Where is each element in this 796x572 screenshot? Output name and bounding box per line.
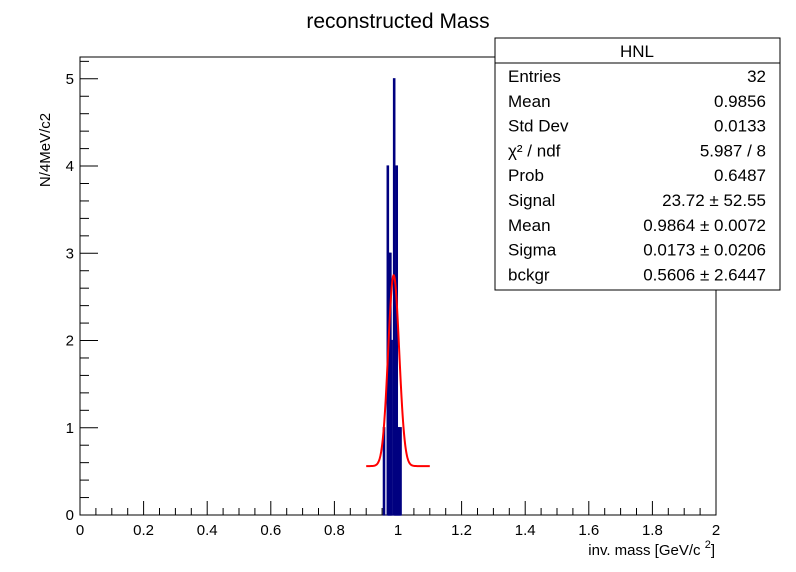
- stats-row: Sigma 0.0173 ± 0.0206: [508, 241, 766, 260]
- x-tick-label: 1.6: [578, 522, 599, 539]
- x-tick-label: 0.8: [324, 522, 345, 539]
- x-tick-label: 1: [394, 522, 402, 539]
- x-axis-label-sup: 2: [705, 539, 711, 551]
- stats-label: Entries: [508, 67, 561, 86]
- x-axis-label-close: ]: [711, 542, 715, 559]
- stats-row: Std Dev 0.0133: [508, 117, 766, 136]
- x-tick-label: 1.2: [451, 522, 472, 539]
- y-axis-label: N/4MeV/c2: [37, 113, 54, 187]
- stats-value: 23.72 ± 52.55: [662, 191, 766, 210]
- stats-value: 32: [747, 67, 766, 86]
- histogram-bar: [390, 339, 393, 516]
- stats-label: Std Dev: [508, 117, 569, 136]
- x-axis: 0 0.2 0.4 0.6 0.8 1 1.2 1.4 1.6 1.8 2: [76, 501, 720, 539]
- x-tick-label: 0: [76, 522, 84, 539]
- y-axis: 0 1 2 3 4 5: [66, 60, 98, 524]
- y-tick-label: 1: [66, 420, 74, 437]
- y-tick-label: 4: [66, 158, 74, 175]
- histogram: [382, 78, 402, 516]
- stats-value: 5.987 / 8: [700, 141, 766, 160]
- histogram-bar: [399, 427, 402, 516]
- stats-row: χ² / ndf 5.987 / 8: [508, 141, 766, 160]
- stats-row: Mean 0.9856: [508, 92, 766, 111]
- x-tick-label: 1.4: [515, 522, 536, 539]
- stats-value: 0.9864 ± 0.0072: [643, 216, 766, 235]
- stats-box: HNL Entries 32 Mean 0.9856 Std Dev 0.0133 χ² /…: [494, 37, 781, 291]
- y-tick-label: 5: [66, 71, 74, 88]
- stats-box-frame: [494, 37, 781, 291]
- fit-curve: [366, 274, 430, 468]
- stats-row: Prob 0.6487: [508, 166, 766, 185]
- x-tick-label: 0.2: [133, 522, 154, 539]
- stats-row: Signal 23.72 ± 52.55: [508, 191, 766, 210]
- stats-label: Sigma: [508, 241, 557, 260]
- stats-label: bckgr: [508, 265, 550, 284]
- stats-value: 0.0133: [714, 117, 766, 136]
- x-tick-label: 2: [712, 522, 720, 539]
- stats-row: bckgr 0.5606 ± 2.6447: [508, 265, 766, 284]
- stats-label: χ² / ndf: [508, 141, 561, 160]
- stats-label: Mean: [508, 216, 551, 235]
- stats-value: 0.5606 ± 2.6447: [643, 265, 766, 284]
- stats-row: Mean 0.9864 ± 0.0072: [508, 216, 766, 235]
- stats-value: 0.9856: [714, 92, 766, 111]
- x-tick-label: 0.6: [260, 522, 281, 539]
- y-tick-label: 2: [66, 333, 74, 350]
- stats-value: 0.6487: [714, 166, 766, 185]
- y-tick-label: 0: [66, 507, 74, 524]
- stats-label: Mean: [508, 92, 551, 111]
- y-tick-label: 3: [66, 245, 74, 262]
- stats-row: Entries 32: [508, 67, 766, 86]
- stats-value: 0.0173 ± 0.0206: [643, 241, 766, 260]
- chart-title: reconstructed Mass: [306, 10, 489, 33]
- x-axis-label: inv. mass [GeV/c 2]: [588, 539, 715, 559]
- x-tick-label: 0.4: [197, 522, 218, 539]
- stats-label: Signal: [508, 191, 555, 210]
- stats-label: Prob: [508, 166, 544, 185]
- stats-box-title: HNL: [620, 42, 654, 61]
- x-tick-label: 1.8: [642, 522, 663, 539]
